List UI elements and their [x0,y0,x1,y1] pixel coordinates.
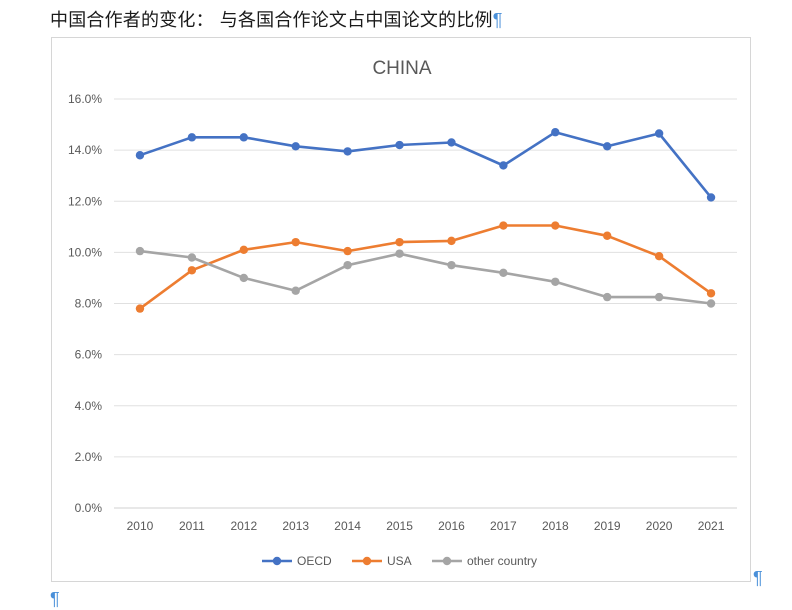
legend-label: OECD [297,554,332,568]
series-line-usa [138,224,713,310]
data-point-other-country [706,299,716,308]
data-point-usa [187,266,197,275]
legend-label: USA [387,554,412,568]
gridlines [114,98,737,509]
data-point-other-country [499,268,508,278]
data-point-usa [706,289,716,298]
data-point-usa [395,237,404,247]
data-point-usa [135,304,145,313]
paragraph-mark-bottom: ¶ [50,589,60,609]
series-line-oecd [138,130,713,199]
data-point-usa [447,236,456,246]
data-point-other-country [291,286,300,295]
data-point-oecd [499,161,508,170]
chart-container: CHINA 0.0% 2.0% 4.0% 6.0% 8.0% 10.0% 12.0% 14.0… [51,37,751,582]
data-point-usa [291,237,300,247]
legend-item-oecd: OECD [262,554,332,568]
data-point-other-country [603,292,612,302]
legend-swatch-marker [272,556,282,566]
series-lines [135,128,716,313]
paragraph-mark-right: ¶ [753,568,763,588]
data-point-usa [551,221,560,230]
legend-swatch-marker [442,556,452,566]
data-point-oecd [603,142,612,151]
x-tick-label: 2017 [490,519,517,533]
y-axis-ticks: 0.0% 2.0% 4.0% 6.0% 8.0% 10.0% 12.0% 14.0% 16.0% [68,92,102,515]
x-tick-label: 2016 [438,519,465,533]
data-point-usa [603,231,612,240]
data-point-oecd [239,133,248,142]
line-chart: CHINA 0.0% 2.0% 4.0% 6.0% 8.0% 10.0% 12.0% 14.0… [68,58,737,568]
data-point-usa [654,252,664,261]
data-point-other-country [135,246,145,256]
data-point-oecd [291,142,300,151]
legend-label: other country [467,554,537,568]
x-tick-label: 2012 [230,519,257,533]
data-point-other-country [395,249,404,258]
data-point-oecd [187,133,197,142]
series-line-other-country [138,249,713,305]
y-tick-label: 0.0% [75,501,103,515]
data-point-other-country [447,260,456,270]
y-tick-label: 6.0% [75,348,103,362]
data-point-oecd [447,138,456,147]
y-tick-label: 12.0% [68,194,102,208]
x-tick-label: 2019 [594,519,621,533]
x-tick-label: 2021 [698,519,725,533]
data-point-oecd [706,193,716,202]
data-point-other-country [551,277,560,286]
data-point-oecd [654,129,664,138]
chart-title: CHINA [372,58,431,79]
data-point-oecd [343,147,352,156]
legend: OECD USA other country [262,554,537,568]
document-heading: 中国合作者的变化： 与各国合作论文占中国论文的比例¶ [50,6,503,32]
data-point-other-country [654,292,664,302]
legend-item-usa: USA [352,554,412,568]
data-point-usa [343,246,352,256]
legend-swatch-marker [362,556,372,566]
data-point-usa [239,245,248,255]
x-tick-label: 2020 [646,519,673,533]
data-point-oecd [551,128,560,137]
y-tick-label: 10.0% [68,245,102,259]
data-point-oecd [395,140,404,150]
data-point-oecd [135,151,145,160]
x-tick-label: 2018 [542,519,569,533]
data-point-other-country [343,260,352,270]
x-tick-label: 2010 [127,519,154,533]
x-tick-label: 2013 [282,519,309,533]
x-tick-label: 2011 [179,519,205,533]
x-axis-ticks: 2010 2011 2012 2013 2014 2015 2016 2017 2018 2019… [127,519,725,533]
data-point-usa [499,221,508,230]
heading-text: 中国合作者的变化： 与各国合作论文占中国论文的比例 [50,10,493,31]
x-tick-label: 2014 [334,519,361,533]
y-tick-label: 16.0% [68,92,102,106]
y-tick-label: 14.0% [68,143,102,157]
data-point-other-country [239,273,248,283]
x-tick-label: 2015 [386,519,413,533]
y-tick-label: 2.0% [75,450,103,464]
y-tick-label: 8.0% [75,297,103,311]
legend-item-other-country: other country [432,554,537,568]
paragraph-mark: ¶ [492,10,503,30]
data-point-other-country [187,253,197,262]
y-tick-label: 4.0% [75,399,103,413]
